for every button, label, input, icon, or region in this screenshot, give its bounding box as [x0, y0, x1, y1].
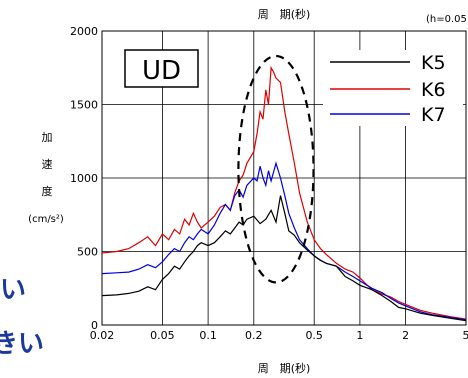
- y-axis-label-char-1: 加: [42, 131, 53, 144]
- chart-title: 周 期(秒): [258, 7, 311, 21]
- overlay-text-line1: い: [0, 275, 26, 305]
- component-label-box: [124, 49, 199, 88]
- x-tick-label: 2: [402, 329, 409, 342]
- legend-label-k6: K6: [421, 79, 446, 101]
- y-tick-label: 1000: [70, 172, 98, 185]
- y-tick-label: 0: [91, 319, 98, 332]
- damping-note: (h=0.05: [426, 14, 467, 25]
- legend-label-k5: K5: [421, 52, 446, 74]
- legend-label-k7: K7: [421, 104, 446, 126]
- x-tick-label: 0.02: [90, 329, 115, 342]
- x-tick-label: 0.5: [305, 329, 323, 342]
- x-tick-label: 0.2: [245, 329, 263, 342]
- y-axis-label-unit: (cm/s²): [28, 214, 64, 225]
- grid-lines: 0.02 0.05 0.1 0.2 0.5 1 2 5 0 500 1000 1500 2000: [70, 25, 468, 342]
- overlay-text-line2: きい: [0, 329, 44, 359]
- x-tick-label: 0.1: [199, 329, 217, 342]
- legend: K5 K6 K7: [323, 50, 463, 126]
- y-tick-label: 500: [77, 246, 98, 259]
- x-tick-label: 1: [356, 329, 363, 342]
- annotation-layer: [237, 54, 315, 284]
- y-axis-label-char-3: 度: [42, 184, 53, 198]
- peak-highlight-ellipse: [237, 54, 315, 284]
- series-line-k7: [101, 161, 467, 321]
- x-axis-label: 周 期(秒): [258, 361, 311, 375]
- component-label: UD: [142, 56, 181, 86]
- y-axis-label-char-2: 速: [42, 158, 53, 171]
- y-tick-label: 2000: [70, 25, 98, 38]
- x-tick-label: 0.05: [150, 329, 175, 342]
- series-line-k6: [101, 65, 467, 320]
- series-line-k5: [101, 195, 467, 322]
- y-tick-label: 1500: [70, 99, 98, 112]
- x-tick-label: 5: [463, 329, 468, 342]
- series-layer: [101, 65, 467, 322]
